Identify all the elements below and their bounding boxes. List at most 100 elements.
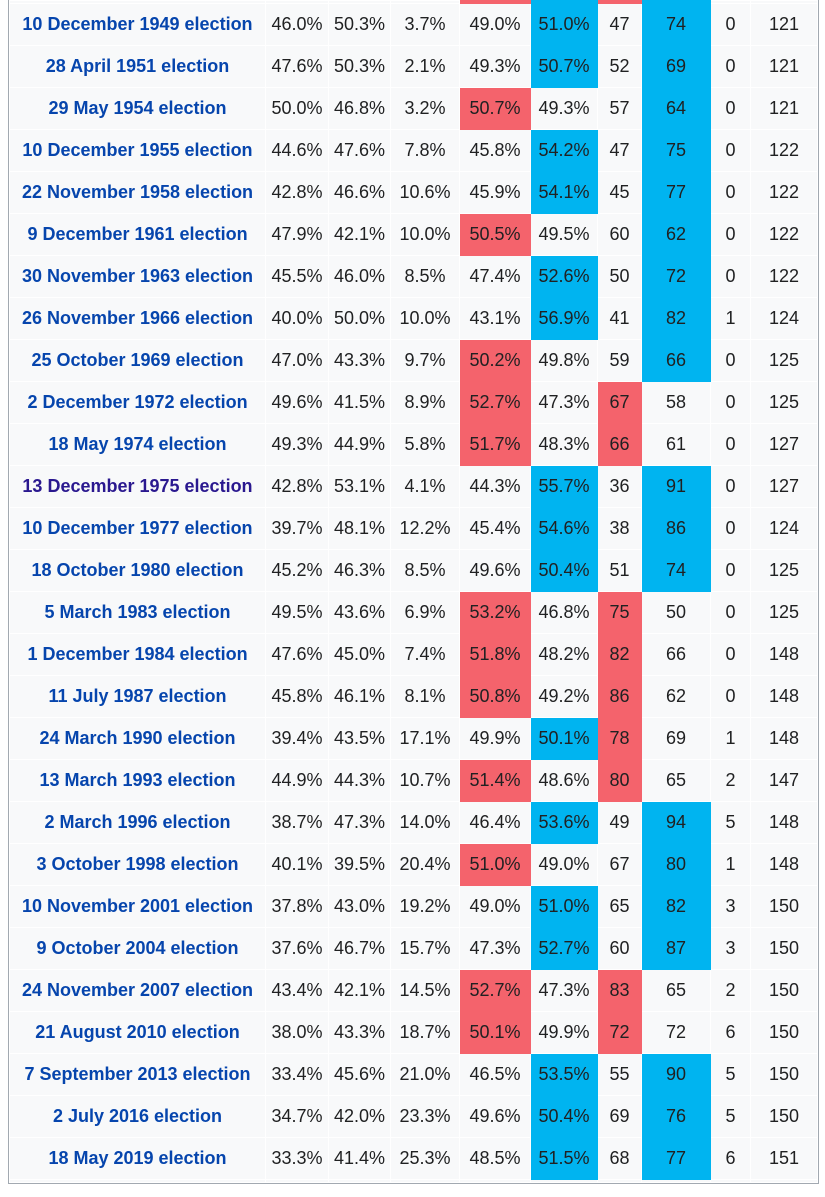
total-seats-cell: 121 <box>750 87 818 130</box>
coalition-primary-cell: 39.5% <box>328 843 391 886</box>
election-link[interactable]: 10 December 1949 election <box>22 14 253 34</box>
election-link[interactable]: 18 October 1980 election <box>31 560 244 580</box>
partial-cell <box>390 1179 460 1183</box>
labor-seats-cell: 68 <box>597 1137 642 1180</box>
other-seats-cell: 5 <box>710 1095 751 1138</box>
labor-2pp-cell: 50.8% <box>459 675 531 718</box>
coalition-2pp-cell: 53.6% <box>530 801 598 844</box>
labor-primary-cell: 47.6% <box>265 633 329 676</box>
other-seats-cell: 0 <box>710 213 751 256</box>
election-link[interactable]: 1 December 1984 election <box>27 644 248 664</box>
coalition-2pp-cell: 51.5% <box>530 1137 598 1180</box>
election-link[interactable]: 26 November 1966 election <box>21 308 254 328</box>
coalition-primary-cell: 47.3% <box>328 801 391 844</box>
coalition-primary-cell: 44.9% <box>328 423 391 466</box>
election-link[interactable]: 2 July 2016 election <box>52 1106 223 1126</box>
election-link[interactable]: 21 August 2010 election <box>35 1022 240 1042</box>
coalition-primary-cell: 46.6% <box>328 171 391 214</box>
total-seats-cell: 124 <box>750 297 818 340</box>
labor-seats-cell: 55 <box>597 1053 642 1096</box>
election-link[interactable]: 10 November 2001 election <box>21 896 254 916</box>
other-seats-cell: 0 <box>710 381 751 424</box>
labor-2pp-cell: 44.3% <box>459 465 531 508</box>
election-link[interactable]: 9 December 1961 election <box>27 224 248 244</box>
election-link[interactable]: 5 March 1983 election <box>44 602 231 622</box>
election-link[interactable]: 22 November 1958 election <box>21 182 254 202</box>
coalition-primary-cell: 42.1% <box>328 969 391 1012</box>
total-seats-cell: 150 <box>750 1095 818 1138</box>
election-link[interactable]: 25 October 1969 election <box>31 350 244 370</box>
election-link[interactable]: 13 March 1993 election <box>39 770 236 790</box>
table-row: 22 November 1958 election 42.8% 46.6% 10.6%… <box>9 171 818 214</box>
labor-seats-cell: 41 <box>597 297 642 340</box>
coalition-seats-cell: 74 <box>641 549 711 592</box>
coalition-2pp-cell: 56.9% <box>530 297 598 340</box>
partial-cell <box>597 1179 642 1183</box>
table-row: 2 March 1996 election 38.7% 47.3% 14.0% 46.4… <box>9 801 818 844</box>
table-row: 11 July 1987 election 45.8% 46.1% 8.1% 50.8%… <box>9 675 818 718</box>
labor-seats-cell: 59 <box>597 339 642 382</box>
coalition-seats-cell: 69 <box>641 717 711 760</box>
labor-primary-cell: 42.8% <box>265 465 329 508</box>
coalition-2pp-cell: 54.1% <box>530 171 598 214</box>
election-link[interactable]: 18 May 2019 election <box>48 1148 227 1168</box>
other-seats-cell: 0 <box>710 423 751 466</box>
other-seats-cell: 0 <box>710 549 751 592</box>
labor-primary-cell: 47.0% <box>265 339 329 382</box>
labor-primary-cell: 47.6% <box>265 45 329 88</box>
labor-primary-cell: 45.8% <box>265 675 329 718</box>
coalition-2pp-cell: 48.2% <box>530 633 598 676</box>
election-link[interactable]: 30 November 1963 election <box>21 266 254 286</box>
election-cell: 11 July 1987 election <box>9 675 266 718</box>
coalition-seats-cell: 87 <box>641 927 711 970</box>
coalition-primary-cell: 46.3% <box>328 549 391 592</box>
total-seats-cell: 121 <box>750 3 818 46</box>
coalition-seats-cell: 65 <box>641 759 711 802</box>
election-link[interactable]: 2 March 1996 election <box>44 812 231 832</box>
table-row: 18 October 1980 election 45.2% 46.3% 8.5% 49… <box>9 549 818 592</box>
coalition-primary-cell: 48.1% <box>328 507 391 550</box>
labor-primary-cell: 46.0% <box>265 3 329 46</box>
election-link[interactable]: 18 May 1974 election <box>48 434 227 454</box>
election-link[interactable]: 24 November 2007 election <box>21 980 254 1000</box>
coalition-seats-cell: 58 <box>641 381 711 424</box>
coalition-primary-cell: 44.3% <box>328 759 391 802</box>
others-primary-cell: 6.9% <box>390 591 460 634</box>
election-link[interactable]: 11 July 1987 election <box>48 686 227 706</box>
other-seats-cell: 0 <box>710 633 751 676</box>
coalition-2pp-cell: 53.5% <box>530 1053 598 1096</box>
total-seats-cell: 127 <box>750 423 818 466</box>
election-link[interactable]: 2 December 1972 election <box>27 392 248 412</box>
election-link[interactable]: 3 October 1998 election <box>36 854 239 874</box>
labor-seats-cell: 49 <box>597 801 642 844</box>
total-seats-cell: 148 <box>750 801 818 844</box>
labor-seats-cell: 66 <box>597 423 642 466</box>
election-link[interactable]: 9 October 2004 election <box>36 938 239 958</box>
election-link[interactable]: 24 March 1990 election <box>39 728 236 748</box>
coalition-2pp-cell: 52.7% <box>530 927 598 970</box>
election-cell: 18 May 1974 election <box>9 423 266 466</box>
election-link[interactable]: 10 December 1955 election <box>22 140 253 160</box>
election-link[interactable]: 7 September 2013 election <box>24 1064 251 1084</box>
others-primary-cell: 10.0% <box>390 213 460 256</box>
labor-2pp-cell: 53.2% <box>459 591 531 634</box>
labor-2pp-cell: 49.6% <box>459 1095 531 1138</box>
labor-seats-cell: 47 <box>597 129 642 172</box>
coalition-seats-cell: 82 <box>641 885 711 928</box>
election-link[interactable]: 28 April 1951 election <box>45 56 230 76</box>
labor-seats-cell: 78 <box>597 717 642 760</box>
coalition-2pp-cell: 49.2% <box>530 675 598 718</box>
election-link[interactable]: 10 December 1977 election <box>22 518 253 538</box>
labor-seats-cell: 67 <box>597 381 642 424</box>
labor-seats-cell: 51 <box>597 549 642 592</box>
election-cell: 28 April 1951 election <box>9 45 266 88</box>
total-seats-cell: 150 <box>750 885 818 928</box>
labor-seats-cell: 72 <box>597 1011 642 1054</box>
election-link[interactable]: 29 May 1954 election <box>48 98 227 118</box>
coalition-2pp-cell: 50.1% <box>530 717 598 760</box>
coalition-2pp-cell: 49.3% <box>530 87 598 130</box>
other-seats-cell: 3 <box>710 927 751 970</box>
other-seats-cell: 0 <box>710 465 751 508</box>
labor-primary-cell: 38.7% <box>265 801 329 844</box>
election-link[interactable]: 13 December 1975 election <box>22 476 253 496</box>
